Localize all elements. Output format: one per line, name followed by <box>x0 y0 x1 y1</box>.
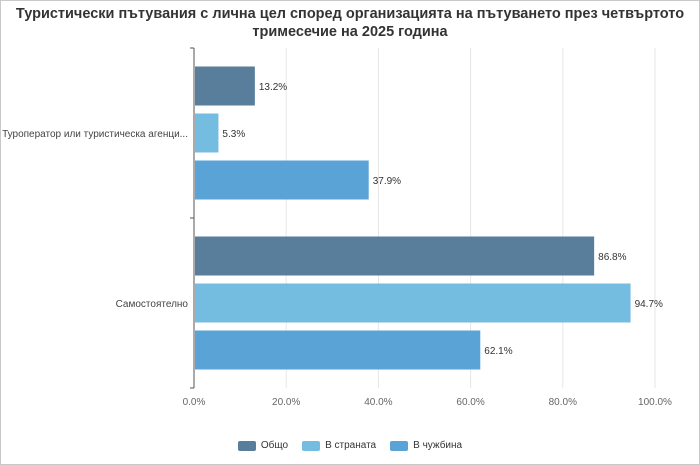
legend-item[interactable]: Общо <box>237 440 289 451</box>
bar <box>195 236 595 276</box>
data-label: 5.3% <box>222 129 245 140</box>
chart-title: Туристически пътувания с лична цел споре… <box>15 6 685 40</box>
legend-swatch <box>390 440 409 451</box>
legend-swatch <box>302 440 321 451</box>
data-label: 13.2% <box>259 82 287 93</box>
data-label: 94.7% <box>635 299 663 310</box>
legend-item[interactable]: В чужбина <box>390 440 462 451</box>
x-tick-label: 0.0% <box>183 397 206 408</box>
legend-item[interactable]: В страната <box>302 440 376 451</box>
data-label: 86.8% <box>598 252 626 263</box>
data-label: 62.1% <box>484 346 512 357</box>
x-tick-label: 100.0% <box>638 397 672 408</box>
bar <box>195 330 481 370</box>
bar <box>195 113 219 153</box>
legend-swatch <box>237 440 256 451</box>
bar <box>195 66 255 106</box>
x-tick-label: 40.0% <box>364 397 392 408</box>
legend-label: Общо <box>260 440 289 451</box>
bar <box>195 160 369 200</box>
x-tick-label: 60.0% <box>456 397 484 408</box>
chart-legend: Общо В страната В чужбина <box>0 440 700 451</box>
legend-label: В страната <box>325 440 377 451</box>
x-tick-label: 20.0% <box>272 397 300 408</box>
category-label: Самостоятелно <box>116 299 189 310</box>
x-tick-label: 80.0% <box>549 397 577 408</box>
legend-label: В чужбина <box>413 440 463 451</box>
data-label: 37.9% <box>373 176 401 187</box>
category-label: Туроператор или туристическа агенци... <box>2 129 188 140</box>
bar <box>195 283 631 323</box>
